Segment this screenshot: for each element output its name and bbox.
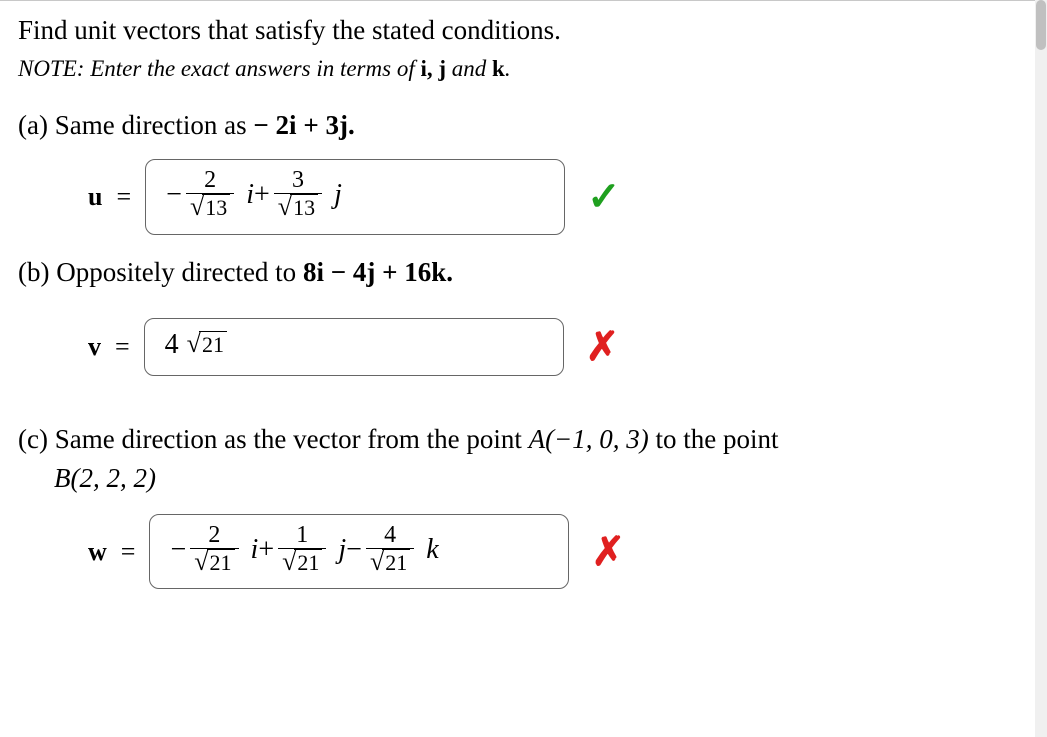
f1d: √21 <box>190 549 238 576</box>
note-prefix: NOTE: <box>18 56 90 81</box>
note-k: k <box>492 56 505 81</box>
equals-sign: = <box>115 332 130 362</box>
frac2-den: √13 <box>274 194 322 221</box>
fraction-1: 2 √13 <box>186 168 234 222</box>
f3n: 4 <box>380 523 400 548</box>
part-c-answer-row: w = − 2 √21 i + 1 √21 j − 4 √21 <box>88 514 1017 590</box>
point-b: B(2, 2, 2) <box>54 463 156 493</box>
frac1-den: √13 <box>186 194 234 221</box>
i-c: i <box>251 534 259 566</box>
frac1-num: 2 <box>200 168 220 193</box>
equals-sign: = <box>116 182 131 212</box>
part-a-prompt: (a) Same direction as − 2i + 3j. <box>18 110 1017 141</box>
check-icon: ✓ <box>587 173 621 220</box>
i-term: i <box>246 179 254 211</box>
part-b-answer-input[interactable]: 4 √21 <box>144 318 564 376</box>
part-b-label: (b) Oppositely directed to <box>18 257 303 287</box>
problem-page: Find unit vectors that satisfy the state… <box>0 0 1047 737</box>
scrollbar[interactable] <box>1035 0 1047 737</box>
cross-icon: ✗ <box>591 528 625 575</box>
j-term: j <box>334 179 342 211</box>
part-c-prompt: (c) Same direction as the vector from th… <box>18 420 1017 498</box>
note-line: NOTE: Enter the exact answers in terms o… <box>18 56 1017 82</box>
f1n: 2 <box>204 523 224 548</box>
plus-sign: + <box>254 179 270 211</box>
frac2-num: 3 <box>288 168 308 193</box>
f2d: √21 <box>278 549 326 576</box>
part-c-var: w <box>88 537 107 567</box>
part-a-answer-input[interactable]: − 2 √13 i + 3 √13 j <box>145 159 565 235</box>
part-c-label2: to the point <box>656 424 779 454</box>
frac-c2: 1 √21 <box>278 523 326 577</box>
j-c: j <box>338 534 346 566</box>
note-period: . <box>505 56 511 81</box>
note-vars: i, j <box>420 56 446 81</box>
equals-sign: = <box>121 537 136 567</box>
part-a-answer-row: u = − 2 √13 i + 3 √13 j ✓ <box>88 159 1017 235</box>
f3d: √21 <box>366 549 414 576</box>
note-and: and <box>446 56 492 81</box>
point-b-line: B(2, 2, 2) <box>54 459 1017 498</box>
neg-sign: − <box>166 179 182 211</box>
part-c-label1: (c) Same direction as the vector from th… <box>18 424 529 454</box>
question-title: Find unit vectors that satisfy the state… <box>18 15 1017 46</box>
plus-c1: + <box>258 534 274 566</box>
coef-b: 4 <box>165 329 179 361</box>
f2n: 1 <box>292 523 312 548</box>
part-a-var: u <box>88 182 102 212</box>
frac-c1: 2 √21 <box>190 523 238 577</box>
neg-c: − <box>170 534 186 566</box>
sqrt-b: √21 <box>187 331 227 358</box>
part-c-answer-input[interactable]: − 2 √21 i + 1 √21 j − 4 √21 <box>149 514 569 590</box>
cross-icon: ✗ <box>586 323 620 370</box>
point-a: A(−1, 0, 3) <box>529 424 649 454</box>
part-b-vector: 8i − 4j + 16k. <box>303 257 453 287</box>
k-c: k <box>426 534 438 566</box>
frac-c3: 4 √21 <box>366 523 414 577</box>
fraction-2: 3 √13 <box>274 168 322 222</box>
part-b-prompt: (b) Oppositely directed to 8i − 4j + 16k… <box>18 257 1017 288</box>
note-text: Enter the exact answers in terms of <box>90 56 420 81</box>
part-a-vector: − 2i + 3j. <box>253 110 354 140</box>
part-b-answer-row: v = 4 √21 ✗ <box>88 318 1017 376</box>
minus-c: − <box>346 534 362 566</box>
part-a-label: (a) Same direction as <box>18 110 253 140</box>
scrollbar-thumb[interactable] <box>1036 0 1046 50</box>
part-b-var: v <box>88 332 101 362</box>
